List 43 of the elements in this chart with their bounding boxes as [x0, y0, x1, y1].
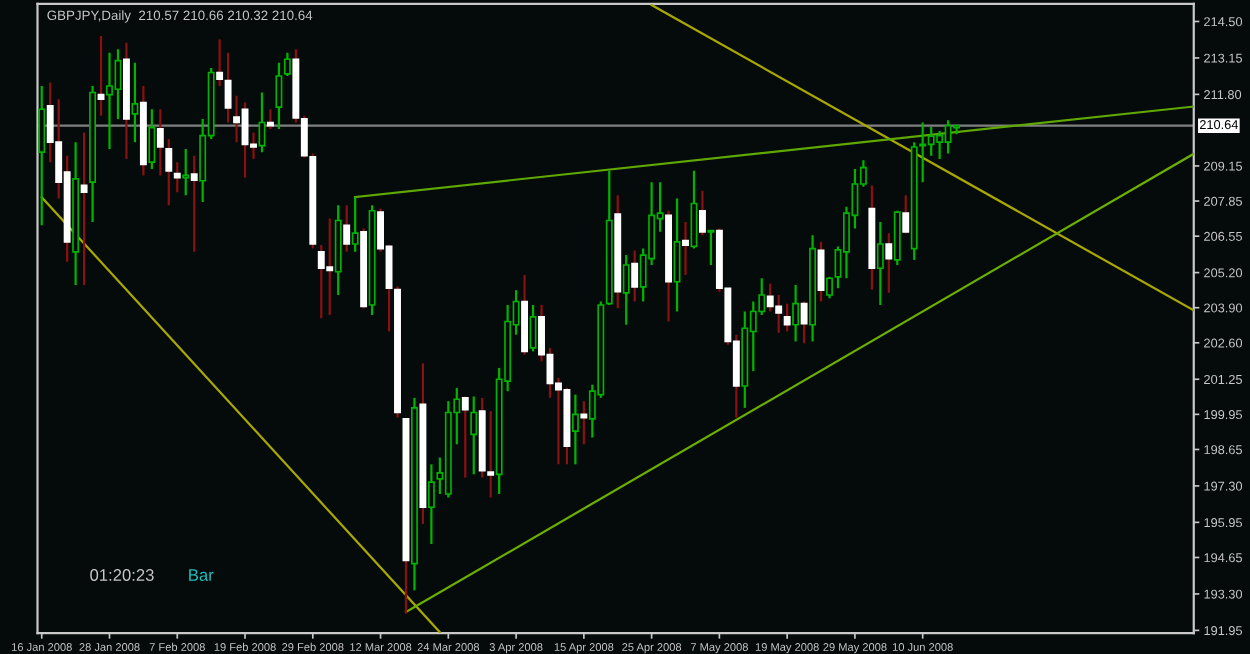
candlestick — [682, 220, 689, 277]
candlestick — [343, 204, 351, 253]
candlestick — [766, 282, 774, 313]
candlestick — [487, 410, 495, 499]
candlestick — [216, 38, 224, 88]
candlestick — [156, 108, 164, 177]
candlestick — [461, 395, 469, 479]
candlestick — [800, 300, 808, 345]
candlestick — [427, 463, 435, 546]
candlestick — [876, 220, 884, 307]
candlestick — [326, 217, 334, 317]
annotation: Bar — [189, 569, 214, 581]
candlestick — [351, 196, 359, 253]
candlestick — [927, 125, 935, 157]
candlestick — [317, 243, 325, 320]
candlestick — [775, 293, 783, 334]
candlestick — [266, 108, 274, 131]
candlestick — [470, 395, 478, 476]
candlestick — [944, 119, 952, 155]
candlestick — [173, 161, 181, 194]
candlestick — [580, 400, 588, 446]
candlestick — [885, 232, 893, 294]
candlestick — [936, 129, 944, 161]
candlestick — [698, 189, 706, 237]
candlestick — [165, 137, 173, 207]
candlestick — [190, 154, 198, 253]
candlestick — [148, 108, 156, 171]
candlestick — [80, 131, 88, 287]
candlestick — [893, 209, 901, 267]
annotation: 01:20:23 — [90, 569, 154, 581]
candlestick — [571, 393, 579, 466]
candlestick — [275, 61, 283, 131]
candlestick — [783, 302, 791, 333]
candlestick — [902, 194, 910, 235]
candlestick — [792, 283, 800, 343]
candlestick — [953, 124, 961, 136]
candlestick — [38, 84, 46, 227]
candlestick — [631, 249, 639, 303]
candlestick — [707, 229, 715, 267]
candlestick — [131, 61, 139, 144]
candlestick — [106, 51, 113, 151]
candlestick — [283, 51, 291, 78]
candlestick — [622, 253, 630, 326]
